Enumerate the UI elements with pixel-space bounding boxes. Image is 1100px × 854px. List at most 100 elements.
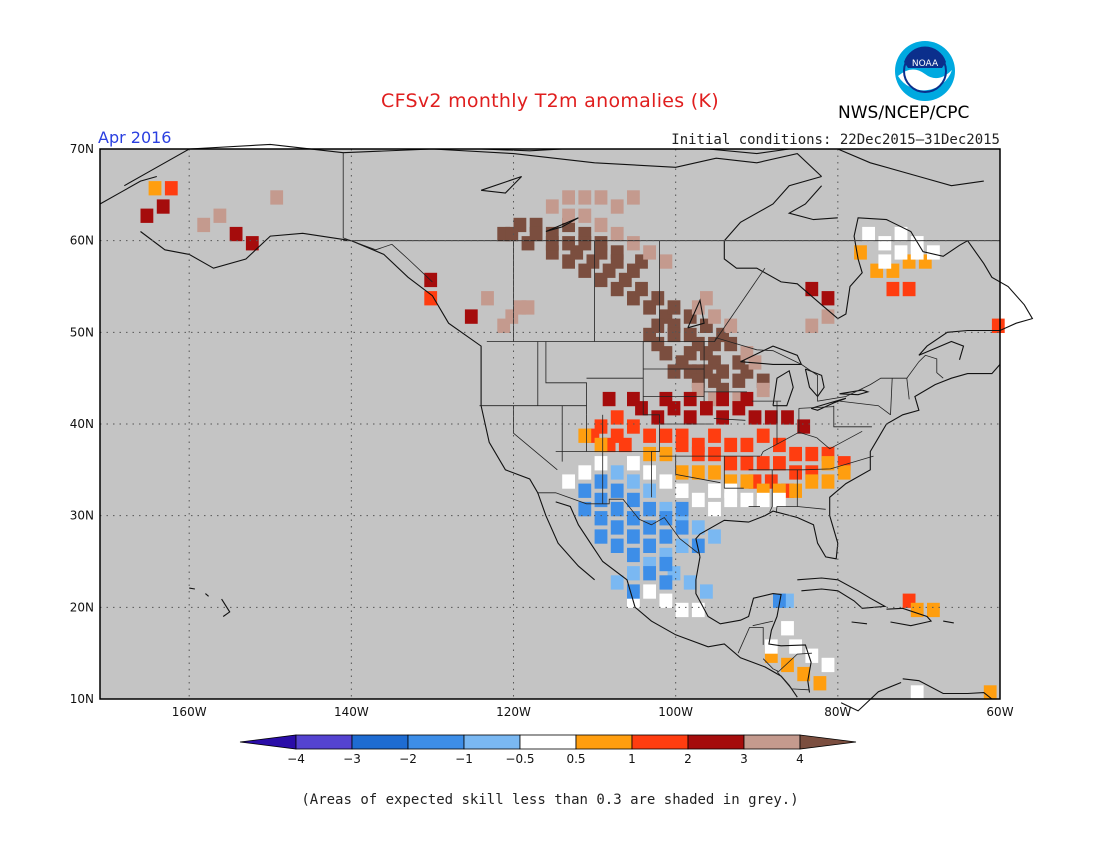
anomaly-cell bbox=[708, 483, 721, 498]
anomaly-cell bbox=[700, 401, 713, 416]
anomaly-cell bbox=[821, 309, 835, 324]
anomaly-cell bbox=[627, 263, 640, 278]
border-line bbox=[890, 378, 893, 415]
anomaly-cell bbox=[140, 208, 154, 223]
anomaly-cell bbox=[481, 291, 494, 306]
anomaly-cell bbox=[724, 318, 738, 333]
colorbar-label: 3 bbox=[740, 752, 748, 766]
anomaly-cell bbox=[627, 419, 640, 434]
anomaly-cell bbox=[610, 501, 624, 517]
border-line bbox=[816, 430, 863, 450]
island-outline bbox=[837, 148, 984, 187]
coastline bbox=[221, 598, 231, 617]
agency-label: NWS/NCEP/CPC bbox=[838, 103, 970, 123]
chart-title: CFSv2 monthly T2m anomalies (K) bbox=[381, 90, 719, 112]
anomaly-cell bbox=[773, 492, 786, 508]
anomaly-cell bbox=[878, 254, 892, 269]
coastline bbox=[886, 607, 933, 627]
anomaly-cell bbox=[610, 538, 624, 553]
lake-outline bbox=[772, 369, 794, 407]
lon-label: 120W bbox=[496, 705, 531, 719]
colorbar-label: −1 bbox=[455, 752, 473, 766]
anomaly-cell bbox=[270, 190, 284, 205]
border-line bbox=[723, 455, 760, 489]
border-line bbox=[775, 469, 798, 513]
anomaly-cell bbox=[675, 465, 689, 480]
lon-label: 60W bbox=[986, 705, 1013, 719]
anomaly-cell bbox=[610, 410, 624, 425]
lat-label: 30N bbox=[70, 509, 94, 523]
anomaly-cell bbox=[813, 676, 827, 691]
anomaly-cell bbox=[643, 245, 656, 260]
logo-text: NOAA bbox=[912, 59, 939, 69]
anomaly-cell bbox=[740, 474, 754, 489]
initial-conditions: Initial conditions: 22Dec2015–31Dec2015 bbox=[671, 132, 1000, 148]
border-line bbox=[713, 418, 746, 421]
lake-outline bbox=[480, 175, 522, 194]
anomaly-cell bbox=[424, 291, 438, 306]
anomaly-cell bbox=[627, 474, 640, 489]
lake-outline bbox=[839, 389, 870, 396]
coastline bbox=[797, 577, 887, 609]
lake-outline bbox=[545, 217, 579, 233]
coastline bbox=[205, 593, 209, 597]
colorbar-arrow-left bbox=[239, 734, 297, 750]
anomaly-cell bbox=[821, 474, 835, 489]
lat-lon-grid bbox=[100, 149, 1000, 699]
anomaly-cell bbox=[724, 336, 738, 352]
anomaly-cell bbox=[691, 492, 705, 508]
anomaly-cell bbox=[659, 511, 673, 526]
anomaly-cell bbox=[724, 483, 738, 498]
anomaly-cell bbox=[789, 465, 802, 480]
anomaly-cell bbox=[643, 428, 656, 443]
anomaly-cell bbox=[708, 336, 721, 352]
anomaly-cell bbox=[643, 520, 656, 535]
border-line bbox=[537, 492, 699, 554]
anomaly-cell bbox=[691, 465, 705, 480]
anomaly-cell bbox=[594, 245, 608, 260]
lat-label: 70N bbox=[70, 142, 94, 156]
anomaly-cell bbox=[627, 190, 640, 205]
anomaly-cell bbox=[675, 538, 689, 553]
colorbar-segment bbox=[407, 734, 465, 750]
border-line bbox=[642, 341, 660, 498]
anomaly-cell bbox=[610, 254, 624, 269]
anomaly-cell bbox=[927, 602, 940, 618]
anomaly-cell bbox=[610, 575, 624, 590]
colorbar-segment bbox=[687, 734, 745, 750]
anomaly-cell bbox=[602, 391, 616, 407]
anomaly-cell bbox=[700, 584, 713, 599]
border-line bbox=[762, 652, 812, 672]
anomaly-cell bbox=[578, 190, 592, 205]
colorbar-label: −2 bbox=[399, 752, 417, 766]
anomaly-cell bbox=[627, 391, 640, 407]
anomaly-cell bbox=[545, 199, 559, 214]
anomaly-cell bbox=[910, 685, 924, 700]
anomaly-cell bbox=[562, 190, 575, 205]
anomaly-cell bbox=[659, 474, 673, 489]
anomaly-cell bbox=[651, 410, 665, 425]
coastline bbox=[695, 364, 1001, 560]
coastline bbox=[140, 231, 595, 581]
border-line bbox=[752, 620, 774, 627]
lat-label: 10N bbox=[70, 692, 94, 706]
anomaly-cell bbox=[781, 621, 794, 636]
anomaly-cell bbox=[659, 254, 673, 269]
anomaly-cell bbox=[529, 226, 543, 242]
anomaly-cell bbox=[821, 657, 835, 673]
anomaly-cell bbox=[805, 446, 819, 462]
lake-outline bbox=[740, 345, 803, 365]
anomaly-cell bbox=[732, 373, 746, 388]
anomaly-cell bbox=[675, 602, 689, 618]
anomaly-cell bbox=[756, 382, 770, 398]
anomaly-cell bbox=[983, 685, 997, 700]
lake-outline bbox=[810, 397, 847, 411]
anomaly-cell bbox=[789, 446, 802, 462]
anomaly-cell bbox=[805, 281, 819, 297]
anomaly-cell bbox=[902, 281, 916, 297]
anomaly-cell bbox=[651, 318, 665, 333]
anomaly-cell bbox=[627, 511, 640, 526]
colorbar-label: 0.5 bbox=[566, 752, 585, 766]
anomaly-cell bbox=[635, 281, 648, 297]
anomaly-cell bbox=[578, 428, 592, 443]
